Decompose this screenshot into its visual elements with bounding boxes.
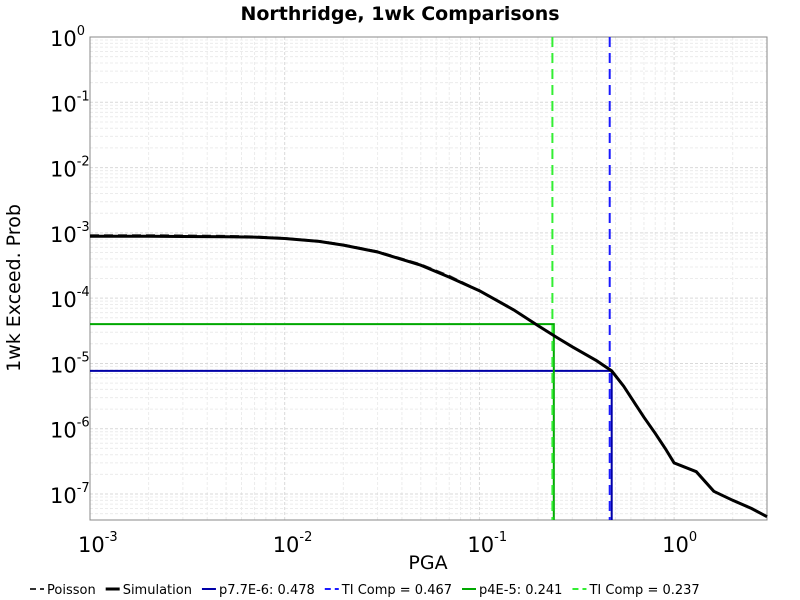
legend-item: p4E-5: 0.241 <box>462 583 562 598</box>
y-tick-label: 100 <box>50 24 85 51</box>
x-tick-label: 10-3 <box>78 530 118 557</box>
legend: Poisson Simulation p7.7E-6: 0.478 TI Comp =… <box>30 583 700 598</box>
y-tick-label: 10-7 <box>50 481 90 508</box>
y-axis-label: 1wk Exceed. Prob <box>3 204 25 372</box>
legend-item: Poisson <box>30 583 96 598</box>
legend-label: TI Comp = 0.467 <box>341 583 452 598</box>
series-line-1 <box>90 234 613 372</box>
legend-item: p7.7E-6: 0.478 <box>201 583 315 598</box>
chart-title: Northridge, 1wk Comparisons <box>240 3 559 25</box>
series-line-2 <box>90 234 768 519</box>
legend-label: p4E-5: 0.241 <box>479 583 562 598</box>
y-tick-label: 10-5 <box>50 350 90 377</box>
legend-item: TI Comp = 0.237 <box>572 583 700 598</box>
x-axis-ticks: 10-3 10-2 10-1 100 <box>78 530 697 557</box>
legend-item: Simulation <box>105 583 192 598</box>
grid <box>89 36 768 521</box>
x-axis-label: PGA <box>408 552 447 574</box>
legend-label: Poisson <box>47 583 96 598</box>
legend-label: TI Comp = 0.237 <box>588 583 699 598</box>
legend-label: Simulation <box>123 583 192 598</box>
y-tick-label: 10-1 <box>50 89 90 116</box>
x-tick-label: 10-1 <box>467 530 507 557</box>
series-layer <box>90 37 768 520</box>
y-axis-ticks: 100 10-1 10-2 10-3 10-4 10-5 10-6 10-7 <box>50 24 90 508</box>
series-line-5 <box>90 323 555 520</box>
series-line-3 <box>90 369 613 520</box>
y-tick-label: 10-3 <box>50 220 90 247</box>
x-tick-label: 100 <box>662 530 697 557</box>
y-tick-label: 10-2 <box>50 155 90 182</box>
plot-area <box>89 36 768 521</box>
y-tick-label: 10-4 <box>50 285 90 312</box>
x-tick-label: 10-2 <box>273 530 313 557</box>
y-tick-label: 10-6 <box>50 416 90 443</box>
legend-item: TI Comp = 0.467 <box>324 583 452 598</box>
legend-label: p7.7E-6: 0.478 <box>219 583 315 598</box>
